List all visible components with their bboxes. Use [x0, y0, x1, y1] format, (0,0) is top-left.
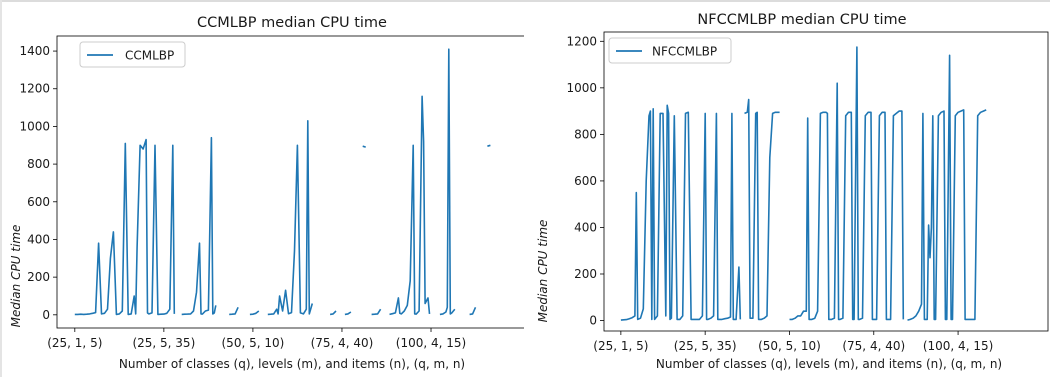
y-tick-label: 800 — [574, 127, 597, 141]
ccmlbp-chart: CCMLBP median CPU time 0 200 400 600 800 1000… — [9, 15, 524, 371]
series-line-segment — [389, 95, 431, 316]
data-layer — [74, 48, 491, 316]
series-line-segment — [362, 145, 366, 148]
plot-frame — [56, 35, 524, 329]
y-tick-label: 1000 — [566, 81, 597, 95]
series-line-segment — [329, 310, 337, 316]
y-axis-label: Median CPU time — [536, 220, 550, 323]
series-line-segment — [744, 98, 780, 321]
ticks-layer: 0 200 400 600 800 1000 1200 1400 (25, 1, 5) (25, … — [19, 44, 466, 350]
x-tick-label: (25, 1, 5) — [47, 336, 102, 350]
y-tick-label: 400 — [574, 220, 597, 234]
window-left-border — [0, 0, 2, 377]
series-line-segment — [487, 144, 491, 147]
x-tick-label: (25, 5, 35) — [132, 336, 195, 350]
y-tick-label: 400 — [27, 232, 50, 246]
series-line-segment — [907, 54, 987, 321]
series-line-segment — [439, 48, 456, 316]
x-tick-label: (25, 1, 5) — [593, 339, 648, 353]
x-tick-label: (100, 4, 15) — [923, 339, 993, 353]
legend-box — [608, 37, 732, 64]
series-line-segment — [181, 136, 217, 316]
series-line-segment — [229, 306, 239, 316]
plot-area — [604, 32, 1048, 331]
legend-label: NFCCMLBP — [652, 45, 717, 59]
series-line-segment — [267, 120, 314, 316]
x-tick-label: (100, 4, 15) — [396, 336, 466, 350]
legend-box — [79, 41, 186, 68]
y-tick-label: 1400 — [19, 44, 50, 58]
series-line-segment — [620, 104, 742, 321]
window-top-border — [0, 0, 1050, 2]
y-tick-label: 800 — [27, 157, 50, 171]
plot-frame — [603, 31, 1049, 332]
y-tick-label: 1000 — [19, 119, 50, 133]
y-tick-label: 1200 — [19, 82, 50, 96]
nfccmlbp-chart: NFCCMLBP median CPU time 0 200 400 600 800 10… — [536, 12, 1049, 371]
x-tick-label: (50, 5, 10) — [758, 339, 821, 353]
series-line-segment — [789, 46, 905, 321]
y-tick-label: 600 — [27, 195, 50, 209]
y-tick-label: 200 — [27, 270, 50, 284]
y-tick-label: 0 — [589, 314, 597, 328]
y-tick-label: 200 — [574, 267, 597, 281]
legend: CCMLBP — [79, 41, 186, 68]
y-tick-label: 600 — [574, 174, 597, 188]
legend-label: CCMLBP — [125, 49, 174, 63]
chart-title: CCMLBP median CPU time — [197, 15, 387, 31]
y-axis-label: Median CPU time — [9, 225, 23, 328]
series-line-segment — [74, 138, 176, 316]
plot-area — [57, 36, 524, 328]
y-tick-label: 1200 — [566, 34, 597, 48]
x-tick-label: (25, 5, 35) — [674, 339, 737, 353]
y-tick-label: 0 — [42, 308, 50, 322]
series-line-segment — [371, 308, 382, 316]
x-axis-label: Number of classes (q), levels (m), and i… — [119, 357, 465, 371]
x-tick-label: (50, 5, 10) — [222, 336, 285, 350]
legend: NFCCMLBP — [608, 37, 732, 64]
series-line-segment — [249, 310, 260, 316]
data-layer — [620, 46, 987, 321]
series-line-segment — [469, 306, 477, 316]
chart-title: NFCCMLBP median CPU time — [697, 12, 906, 28]
x-axis-label: Number of classes (q), levels (m), and i… — [656, 357, 1002, 371]
x-tick-label: (75, 4, 40) — [842, 339, 905, 353]
ticks-layer: 0 200 400 600 800 1000 1200 (25, 1, 5) (25, 5, 3… — [566, 34, 993, 353]
series-line-segment — [344, 311, 352, 316]
x-tick-label: (75, 4, 40) — [311, 336, 374, 350]
